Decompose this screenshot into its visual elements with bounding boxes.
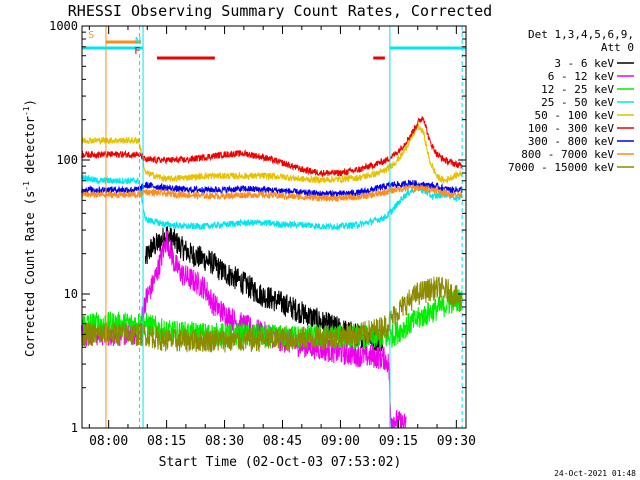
flag-label-0: S	[88, 30, 94, 41]
plot-area	[82, 26, 466, 428]
x-axis-label: Start Time (02-Oct-03 07:53:02)	[159, 455, 402, 470]
x-tick-label: 08:00	[89, 434, 128, 449]
legend-label-6: 300 - 800 keV	[528, 135, 614, 148]
y-axis-label: Corrected Count Rate (s-1 detector-1)	[22, 99, 37, 357]
series-line-4	[81, 123, 463, 185]
series-line-6	[81, 179, 463, 199]
legend-detectors: Det 1,3,4,5,6,9,	[528, 28, 634, 41]
legend-label-3: 25 - 50 keV	[541, 96, 614, 109]
series-line-8	[81, 276, 463, 353]
legend-label-5: 100 - 300 keV	[528, 122, 614, 135]
series-8	[81, 276, 463, 353]
series-6	[81, 179, 463, 199]
legend-label-7: 800 - 7000 keV	[521, 148, 614, 161]
series-4	[81, 123, 463, 185]
x-tick-label: 09:15	[379, 434, 418, 449]
y-tick-label: 100	[56, 153, 78, 167]
series-line-3	[81, 174, 463, 231]
x-tick-label: 09:00	[321, 434, 360, 449]
legend-attenuator: Att 0	[601, 41, 634, 54]
legend-label-2: 12 - 25 keV	[541, 83, 614, 96]
plot-frame	[81, 25, 467, 429]
x-tick-label: 09:30	[437, 434, 476, 449]
timestamp: 24-Oct-2021 01:48	[554, 469, 636, 478]
flag-label-1: N	[135, 36, 141, 47]
x-tick-label: 08:45	[263, 434, 302, 449]
series-line-7	[81, 183, 463, 203]
legend-label-4: 50 - 100 keV	[535, 109, 615, 122]
y-tick-label: 1	[71, 421, 78, 435]
flag-label-2: F	[134, 46, 140, 57]
series-7	[81, 183, 463, 203]
x-tick-label: 08:15	[147, 434, 186, 449]
chart-title: RHESSI Observing Summary Count Rates, Co…	[68, 2, 492, 20]
legend-label-1: 6 - 12 keV	[548, 70, 615, 83]
x-tick-label: 08:30	[205, 434, 244, 449]
y-tick-label: 10	[64, 287, 78, 301]
y-tick-label: 1000	[49, 19, 78, 33]
series-line-5	[81, 115, 463, 177]
legend-label-8: 7000 - 15000 keV	[508, 161, 614, 174]
series-3	[81, 174, 463, 231]
series-5	[81, 115, 463, 177]
legend-label-0: 3 - 6 keV	[554, 57, 614, 70]
